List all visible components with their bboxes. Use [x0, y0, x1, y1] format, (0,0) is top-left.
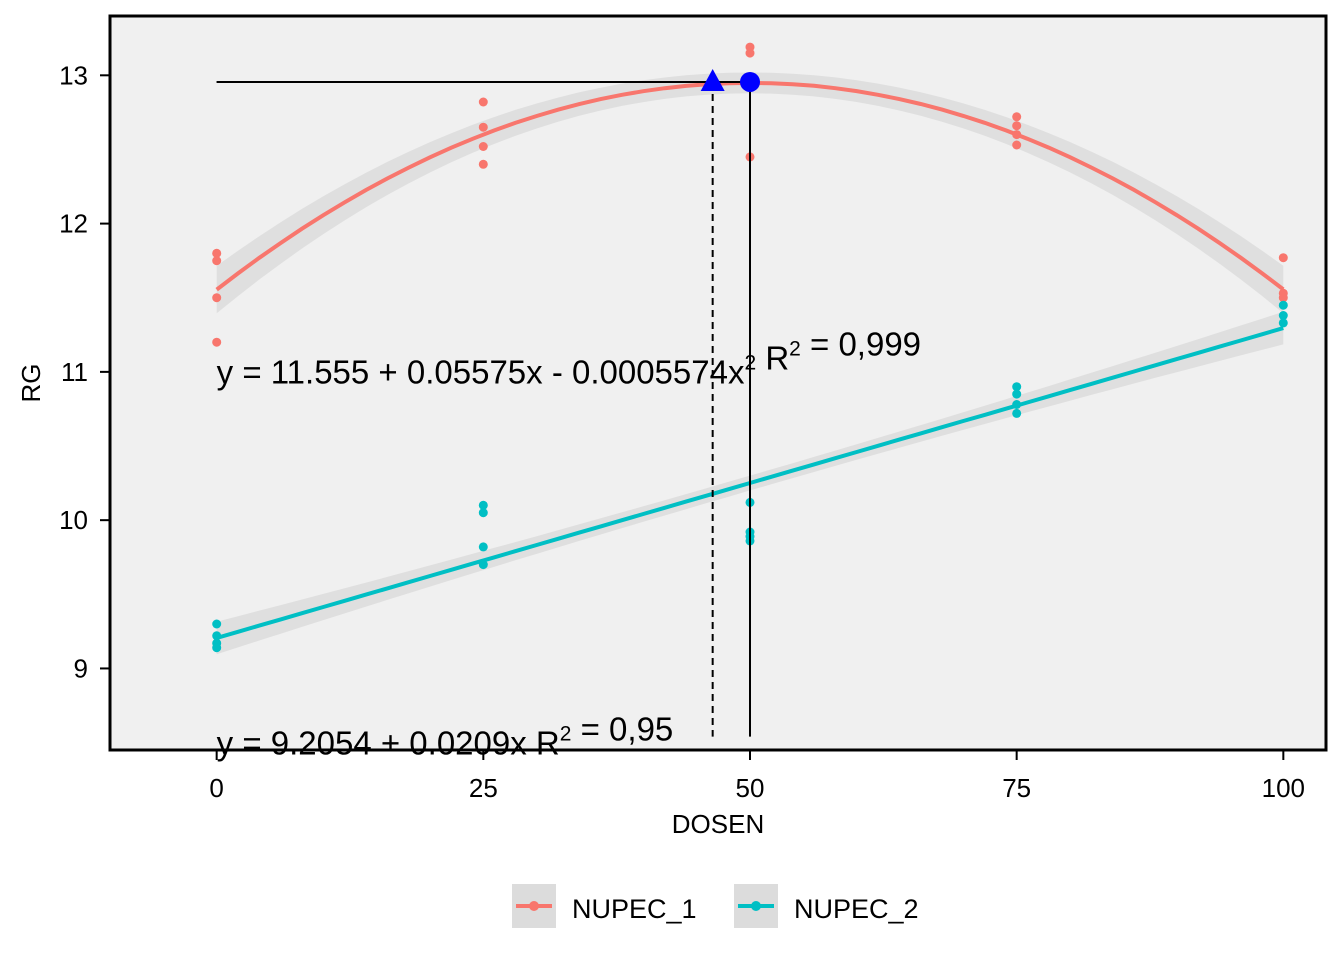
- x-tick-label-0: 0: [209, 773, 223, 803]
- data-point-nupec-1-9: [745, 48, 755, 58]
- data-point-nupec-2-13: [1012, 389, 1022, 399]
- legend: NUPEC_1 NUPEC_2: [512, 884, 919, 928]
- triangle-marker: [700, 68, 725, 91]
- equation-nupec-1: y = 11.555 + 0.05575x - 0.0005574x2 R2 =…: [217, 326, 921, 391]
- data-point-nupec-1-0: [212, 248, 222, 258]
- x-axis-title: DOSEN: [672, 809, 764, 839]
- data-point-nupec-1-12: [1012, 112, 1022, 122]
- data-point-nupec-1-14: [1012, 130, 1022, 140]
- data-point-nupec-2-16: [1278, 300, 1288, 310]
- data-point-nupec-1-2: [212, 293, 222, 303]
- x-tick-label-2: 50: [736, 773, 765, 803]
- data-point-nupec-2-0: [212, 619, 222, 629]
- data-point-nupec-2-12: [1012, 382, 1022, 392]
- data-point-nupec-1-4: [478, 97, 488, 107]
- legend-key-point-nupec-1: [529, 901, 539, 911]
- equation-nupec-2: y = 9.2054 + 0.0209x R2 = 0,95: [217, 710, 674, 761]
- circle-marker: [740, 71, 760, 92]
- data-point-nupec-2-18: [1278, 318, 1288, 328]
- legend-label-nupec-2: NUPEC_2: [794, 894, 919, 924]
- data-point-nupec-1-18: [1278, 293, 1288, 303]
- data-point-nupec-1-16: [1278, 253, 1288, 263]
- data-point-nupec-2-14: [1012, 400, 1022, 409]
- data-point-nupec-1-3: [212, 337, 222, 347]
- data-point-nupec-1-5: [478, 122, 488, 132]
- axes: 0 25 50 75 100 9 10 11 12 13: [59, 60, 1305, 803]
- x-tick-label-3: 75: [1002, 773, 1031, 803]
- y-tick-label-2: 11: [61, 357, 88, 387]
- data-point-nupec-1-7: [478, 159, 488, 169]
- data-point-nupec-1-6: [478, 142, 488, 151]
- y-tick-label-4: 13: [59, 60, 88, 90]
- y-tick-label-1: 10: [59, 505, 88, 535]
- optimum-markers: [700, 68, 760, 92]
- equation-labels: y = 11.555 + 0.05575x - 0.0005574x2 R2 =…: [217, 326, 921, 762]
- legend-label-nupec-1: NUPEC_1: [572, 894, 697, 924]
- y-tick-label-0: 9: [74, 653, 88, 683]
- data-point-nupec-2-7: [478, 560, 488, 570]
- data-point-nupec-2-4: [478, 500, 488, 510]
- data-point-nupec-2-3: [212, 643, 222, 653]
- x-tick-label-4: 100: [1262, 773, 1305, 803]
- data-point-nupec-2-1: [212, 631, 222, 641]
- data-point-nupec-1-13: [1012, 121, 1022, 131]
- data-point-nupec-2-15: [1012, 408, 1022, 418]
- legend-key-point-nupec-2: [751, 901, 761, 911]
- panel-border: [108, 14, 1328, 752]
- data-point-nupec-2-17: [1278, 311, 1288, 320]
- data-point-nupec-2-6: [478, 542, 488, 552]
- x-tick-label-1: 25: [469, 773, 498, 803]
- y-axis-title: RG: [16, 364, 46, 403]
- reference-lines: [216, 80, 751, 737]
- data-point-nupec-1-15: [1012, 140, 1022, 150]
- data-point-nupec-1-1: [212, 256, 222, 266]
- y-tick-label-3: 12: [59, 209, 88, 239]
- data-point-nupec-2-5: [478, 508, 488, 518]
